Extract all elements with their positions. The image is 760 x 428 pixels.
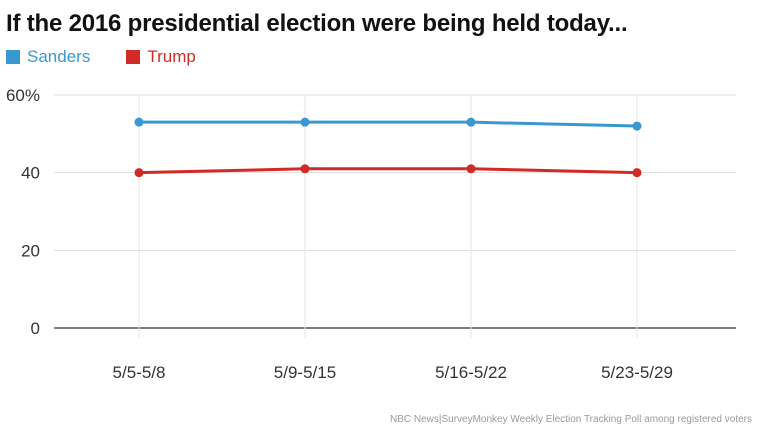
data-point-sanders <box>466 117 476 127</box>
legend-item-trump: Trump <box>126 47 196 67</box>
y-tick-label: 0 <box>31 319 40 338</box>
data-point-sanders <box>632 121 642 131</box>
data-point-trump <box>300 164 310 174</box>
y-tick-label: 60% <box>6 86 40 105</box>
data-point-sanders <box>300 117 310 127</box>
data-point-trump <box>632 168 642 178</box>
legend-label-trump: Trump <box>147 47 196 66</box>
legend-swatch-sanders <box>6 50 20 64</box>
legend-item-sanders: Sanders <box>6 47 90 67</box>
source-note: NBC News|SurveyMonkey Weekly Election Tr… <box>389 414 752 425</box>
legend: Sanders Trump <box>6 47 232 67</box>
data-point-sanders <box>134 117 144 127</box>
y-tick-label: 40 <box>21 164 40 183</box>
legend-label-sanders: Sanders <box>27 47 91 66</box>
x-tick-label: 5/5-5/8 <box>113 363 166 382</box>
series-line-trump <box>137 167 639 175</box>
y-tick-label: 20 <box>21 241 40 260</box>
data-point-trump <box>134 168 144 178</box>
x-tick-label: 5/16-5/22 <box>435 363 507 382</box>
chart-title: If the 2016 presidential election were b… <box>6 10 628 37</box>
data-point-trump <box>466 164 476 174</box>
legend-swatch-trump <box>126 50 141 64</box>
series-line-sanders <box>137 120 639 128</box>
x-tick-label: 5/9-5/15 <box>274 363 336 382</box>
x-tick-label: 5/23-5/29 <box>601 363 673 382</box>
